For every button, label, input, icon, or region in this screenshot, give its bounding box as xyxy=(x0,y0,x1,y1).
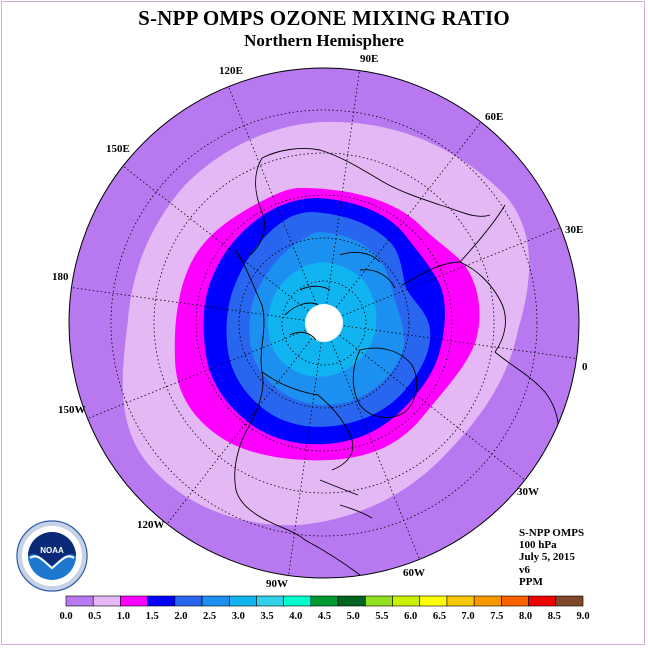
lon-label-30w: 30W xyxy=(517,486,539,498)
colorbar-swatch xyxy=(228,595,257,607)
colorbar-tick-label: 9.0 xyxy=(576,611,589,622)
info-level: 100 hPa xyxy=(519,539,557,552)
coast-canada-islands xyxy=(284,285,331,341)
colorbar-swatch xyxy=(446,595,475,607)
colorbar-tick-label: 8.5 xyxy=(548,611,561,622)
polar-night-area xyxy=(305,304,343,342)
lon-label-120e: 120E xyxy=(219,65,243,77)
meridian-line xyxy=(326,70,360,304)
colorbar-swatch xyxy=(147,595,176,607)
page-title: S-NPP OMPS OZONE MIXING RATIO xyxy=(138,6,510,30)
meridian-line xyxy=(331,341,420,560)
lon-label-90e: 90E xyxy=(360,53,378,65)
coast-asia xyxy=(249,147,491,256)
meridian-line xyxy=(87,330,306,419)
colorbar-tick-label: 4.0 xyxy=(289,611,302,622)
coast-south-america xyxy=(304,539,361,576)
colorbar-swatch xyxy=(256,595,284,607)
meridian-line xyxy=(228,86,317,305)
coast-north-america xyxy=(234,249,354,541)
colorbar-tick-label: 1.5 xyxy=(146,611,159,622)
lon-label-60e: 60E xyxy=(485,111,503,123)
info-version: v6 xyxy=(519,563,530,576)
page-subtitle: Northern Hemisphere xyxy=(244,31,404,50)
lon-label-90w: 90W xyxy=(266,578,288,590)
colorbar-tick-label: 2.0 xyxy=(174,611,187,622)
colorbar-swatch xyxy=(201,595,230,607)
meridian-line xyxy=(343,325,577,359)
colorbar-tick-label: 4.5 xyxy=(318,611,331,622)
coast-africa xyxy=(494,351,559,439)
colorbar-tick-label: 8.0 xyxy=(519,611,532,622)
lon-label-60w: 60W xyxy=(403,567,425,579)
info-units: PPM xyxy=(519,575,543,588)
colorbar-swatch xyxy=(501,595,529,607)
coast-siberia xyxy=(339,251,396,289)
coast-greenland xyxy=(352,347,418,419)
colorbar-swatch xyxy=(120,595,148,607)
colorbar-swatch xyxy=(392,595,421,607)
colorbar-tick-label: 3.5 xyxy=(260,611,273,622)
colorbar-swatch xyxy=(92,595,121,607)
colorbar-tick-label: 5.0 xyxy=(347,611,360,622)
colorbar-swatch xyxy=(283,595,312,607)
colorbar-swatch xyxy=(310,595,339,607)
lon-label-120w: 120W xyxy=(137,519,165,531)
colorbar-tick-label: 0.0 xyxy=(59,611,72,622)
colorbar-tick-label: 6.5 xyxy=(433,611,446,622)
colorbar-tick-label: 7.0 xyxy=(462,611,475,622)
colorbar-tick-label: 3.0 xyxy=(232,611,245,622)
lon-label-150e: 150E xyxy=(106,143,130,155)
map-outline xyxy=(68,67,580,579)
logo-text: NOAA xyxy=(40,546,64,555)
colorbar-swatch xyxy=(337,595,366,607)
colorbar-swatch xyxy=(365,595,393,607)
map-info-block: S-NPP OMPS 100 hPa July 5, 2015 v6 PPM xyxy=(519,527,584,588)
colorbar-tick-label: 5.5 xyxy=(375,611,388,622)
colorbar-swatch xyxy=(174,595,203,607)
lon-label-150w: 150W xyxy=(58,404,86,416)
info-date: July 5, 2015 xyxy=(519,551,575,564)
meridian-line xyxy=(288,342,322,576)
colorbar-tick-label: 0.5 xyxy=(88,611,101,622)
coastlines xyxy=(234,147,559,576)
meridian-line xyxy=(71,287,305,321)
meridian-line xyxy=(339,334,526,481)
colorbar-swatch xyxy=(65,595,94,607)
colorbar-tick-label: 1.0 xyxy=(117,611,130,622)
meridian-line xyxy=(342,227,561,316)
colorbar-tick-label: 6.0 xyxy=(404,611,417,622)
lon-label-30e: 30E xyxy=(565,224,583,236)
colorbar-tick-label: 2.5 xyxy=(203,611,216,622)
longitude-meridians xyxy=(71,70,577,576)
colorbar-swatch xyxy=(419,595,448,607)
coast-caribbean xyxy=(319,479,373,519)
colorbar-tick-label: 7.5 xyxy=(490,611,503,622)
info-instrument: S-NPP OMPS xyxy=(519,527,585,539)
coast-europe xyxy=(401,204,506,353)
colorbar-swatch xyxy=(473,595,502,607)
colorbar-swatch xyxy=(555,595,584,607)
lon-label-0: 0 xyxy=(582,361,588,373)
meridian-line xyxy=(335,121,482,308)
noaa-logo-icon: NOAA xyxy=(16,520,88,592)
latitude-circles xyxy=(110,109,538,537)
lon-label-180: 180 xyxy=(52,271,69,283)
colorbar-swatch xyxy=(528,595,557,607)
